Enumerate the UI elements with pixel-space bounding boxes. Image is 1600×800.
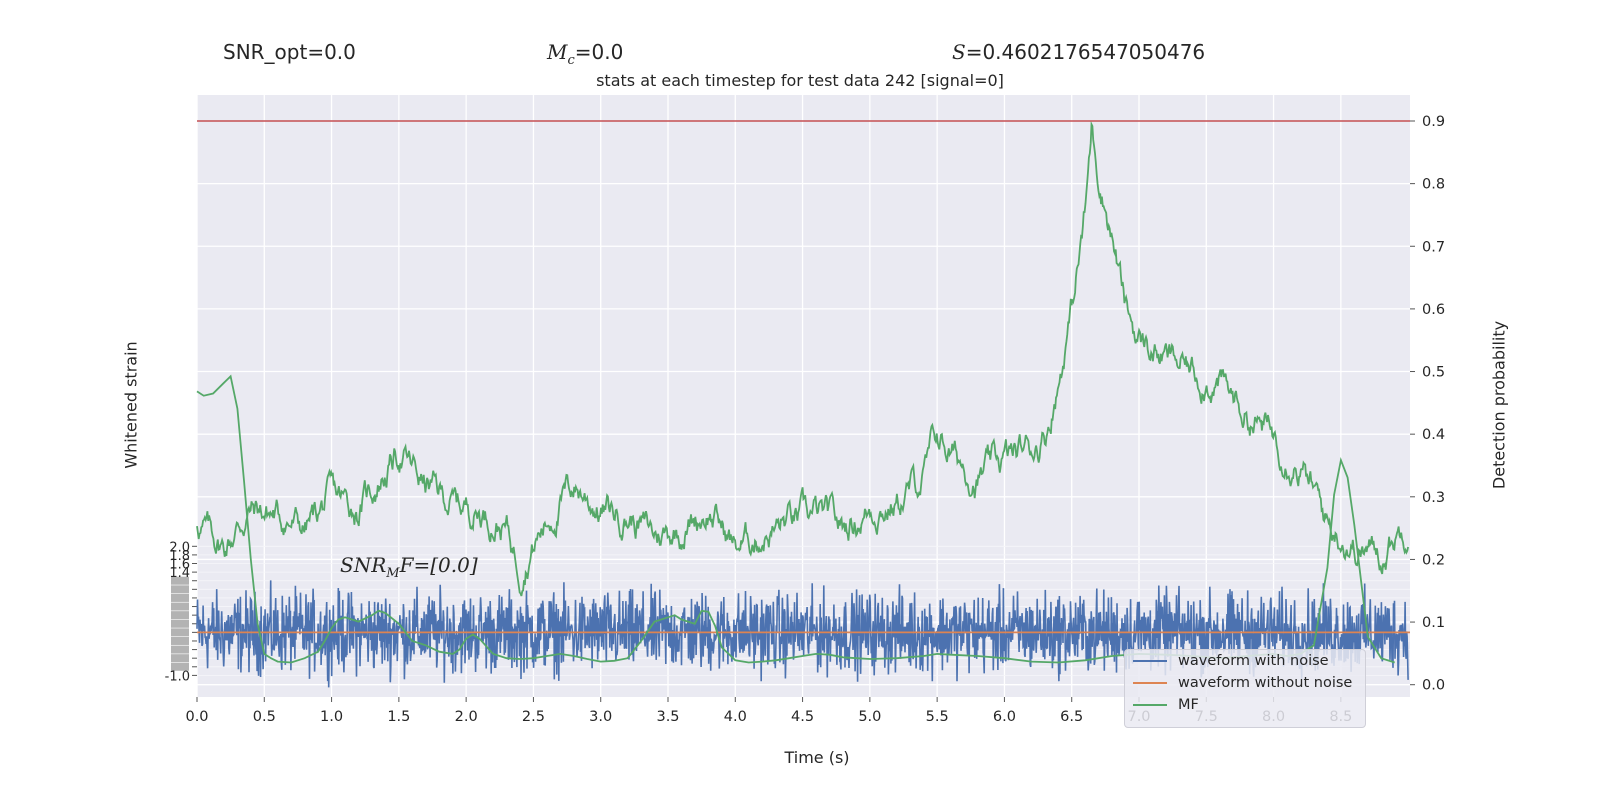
x-tick-label: 6.0 [993,709,1016,725]
x-tick-label: 5.0 [858,709,881,725]
chart-title: stats at each timestep for test data 242… [596,71,1004,90]
y2-tick-label: 0.3 [1422,490,1445,506]
s-stat: S=0.4602176547050476 [952,40,1205,64]
strain-tick-label-overlap [171,636,189,645]
x-tick-label: 2.5 [522,709,545,725]
snr-opt-stat: SNR_opt=0.0 [223,40,356,64]
x-tick-label: 2.0 [455,709,478,725]
x-tick-label: 0.5 [253,709,276,725]
strain-tick-label: 1.8 [169,549,190,564]
legend-swatch [1133,704,1167,706]
strain-tick-label: 1.6 [169,558,190,573]
legend-item-waveform-with-noise: waveform with noise [1133,650,1329,672]
x-tick-label: 4.0 [724,709,747,725]
x-tick-label: 0.0 [185,709,208,725]
y2-tick-label: 0.9 [1422,114,1445,130]
snr-mf-sub: M [386,566,400,581]
s-value: =0.4602176547050476 [965,40,1206,64]
y2-tick-label: 0.7 [1422,239,1445,255]
strain-tick-label-overlap [171,576,189,585]
y2-tick-label: 0.2 [1422,552,1445,568]
y2-axis-label: Detection probability [1489,320,1509,490]
y2-tick-label: 0.8 [1422,177,1445,193]
x-axis-label: Time (s) [784,748,850,767]
strain-tick-label-overlap [171,654,189,663]
legend: waveform with noise waveform without noi… [1124,649,1366,728]
x-tick-label: 1.0 [320,709,343,725]
strain-tick-label-overlap [171,645,189,654]
y2-tick-label: 0.0 [1422,678,1445,694]
probability-line [196,120,1409,597]
series-waveform-with-noise [196,580,1409,688]
snr-mf-rest: F=[0.0] [399,553,478,577]
strain-tick-label-overlap [171,611,189,620]
s-symbol: S [952,40,966,64]
legend-item-mf: MF [1133,694,1199,716]
y2-axis-ticks: 0.0 0.1 0.2 0.3 0.4 0.5 0.6 0.7 0.8 0.9 [1410,114,1445,694]
strain-tick-label-overlap [171,593,189,602]
y-axis-label: Whitened strain [121,341,141,469]
x-tick-label: 1.5 [387,709,410,725]
x-tick-label: 5.5 [926,709,949,725]
y2-tick-label: 0.1 [1422,615,1445,631]
strain-tick-label-overlap [171,619,189,628]
chirp-mass-symbol: M [547,40,568,64]
legend-item-waveform-without-noise: waveform without noise [1133,672,1352,694]
chirp-mass-value: =0.0 [574,40,624,64]
noisy-waveform-line [196,580,1409,688]
strain-tick-label: -1.0 [165,669,190,684]
strain-tick-label-overlap [171,628,189,637]
x-tick-label: 4.5 [791,709,814,725]
legend-label: waveform without noise [1178,675,1353,691]
legend-label: waveform with noise [1178,653,1329,669]
chirp-mass-subscript: c [567,53,575,68]
strain-tick-label-overlap [171,585,189,594]
strain-tick-label-overlap [171,602,189,611]
legend-swatch [1133,660,1167,662]
x-tick-label: 6.5 [1060,709,1083,725]
series-detection-probability [196,120,1409,597]
y2-tick-label: 0.5 [1422,365,1445,381]
strain-axis-ticks: 2.01.81.61.4 -1.0 [165,540,197,684]
x-tick-label: 3.5 [656,709,679,725]
y2-tick-label: 0.6 [1422,302,1445,318]
y2-tick-label: 0.4 [1422,427,1445,443]
legend-swatch [1133,682,1167,684]
snr-mf-base: SNR [340,553,387,577]
strain-tick-label-overlap [171,662,189,671]
strain-tick-label: 2.0 [169,540,190,555]
chirp-mass-stat: Mc=0.0 [547,40,623,68]
legend-label: MF [1178,697,1199,713]
snr-mf-label: SNRMF=[0.0] [340,553,478,581]
x-tick-label: 3.0 [589,709,612,725]
strain-tick-label: 1.4 [169,566,190,581]
